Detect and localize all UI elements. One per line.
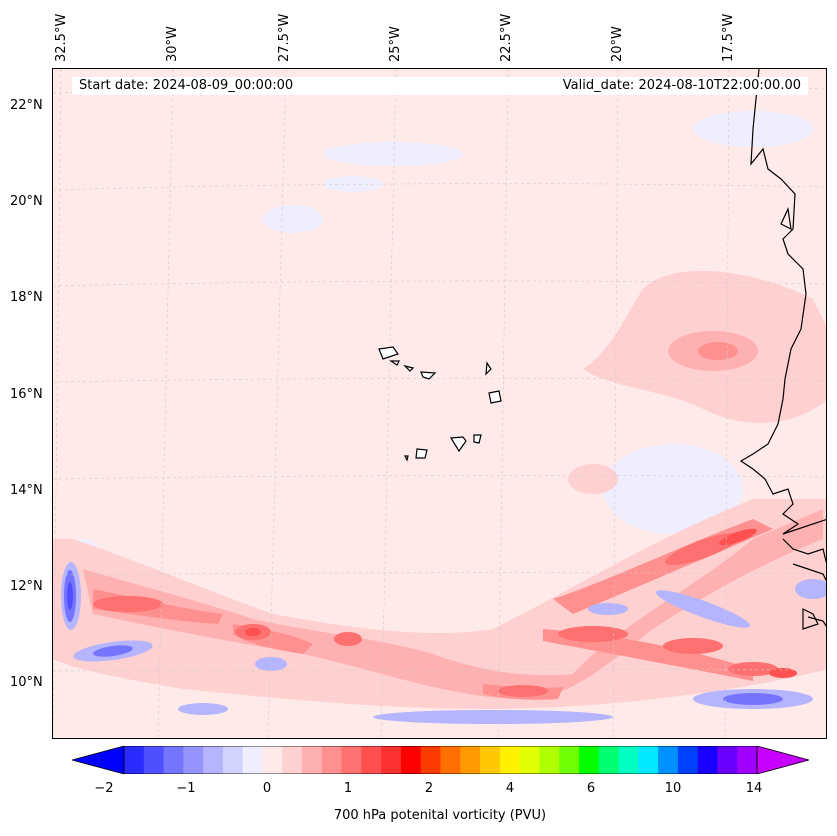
colorbar-segment: [163, 746, 184, 774]
colorbar-segment: [578, 746, 600, 774]
coastlines: [739, 69, 826, 630]
lon-label: 25°W: [388, 26, 403, 62]
colorbar-tick: −1: [176, 781, 196, 796]
colorbar-segment: [361, 746, 382, 774]
lat-label: 12°N: [10, 579, 43, 594]
colorbar-label: 700 hPa potenital vorticity (PVU): [333, 808, 547, 823]
colorbar-segment: [341, 746, 362, 774]
colorbar-segment: [618, 746, 639, 774]
colorbar-tick: 4: [505, 781, 515, 796]
start-date-label: Start date: 2024-08-09_00:00:00: [72, 77, 542, 95]
colorbar-tick: 2: [424, 781, 434, 796]
colorbar-segment: [499, 746, 521, 774]
lat-label: 16°N: [10, 387, 43, 402]
colorbar-segment: [677, 746, 699, 774]
valid-date-label: Valid_date: 2024-08-10T22:00:00.00: [542, 77, 808, 95]
colorbar-segment: [638, 746, 659, 774]
colorbar-segment: [282, 746, 303, 774]
colorbar-segment: [737, 746, 758, 774]
colorbar-segment: [658, 746, 679, 774]
lon-label: 17.5°W: [721, 13, 736, 62]
colorbar-segment: [262, 746, 283, 774]
colorbar-tick: 1: [343, 781, 353, 796]
lat-label: 10°N: [10, 675, 43, 690]
colorbar-segment: [400, 746, 422, 774]
colorbar-segment: [539, 746, 560, 774]
colorbar-segment: [440, 746, 461, 774]
lat-label: 20°N: [10, 194, 43, 209]
colorbar-segment: [302, 746, 323, 774]
lat-label: 18°N: [10, 290, 43, 305]
colorbar-tick: 14: [745, 781, 763, 796]
lat-label: 22°N: [10, 98, 43, 113]
colorbar-segment: [598, 746, 620, 774]
colorbar-extend-min: [72, 746, 125, 774]
colorbar-outline: [123, 746, 758, 774]
colorbar-segment: [143, 746, 165, 774]
colorbar-segment: [697, 746, 718, 774]
graticule: [53, 69, 826, 738]
colorbar-segment: [183, 746, 204, 774]
colorbar-segment: [519, 746, 540, 774]
colorbar-segment: [420, 746, 441, 774]
colorbar-segment: [559, 746, 580, 774]
pv-contour-map: [53, 69, 826, 738]
lon-label: 27.5°W: [277, 13, 292, 62]
colorbar-segment: [203, 746, 224, 774]
lon-label: 22.5°W: [499, 13, 514, 62]
lon-label: 30°W: [165, 26, 180, 62]
colorbar-segment: [321, 746, 343, 774]
colorbar-segment: [381, 746, 402, 774]
colorbar-segment: [460, 746, 481, 774]
colorbar-segment: [480, 746, 501, 774]
colorbar: [72, 746, 809, 774]
colorbar-tick: 10: [664, 781, 682, 796]
cape-verde-islands: [378, 346, 502, 462]
lon-label: 20°W: [610, 26, 625, 62]
colorbar-segment: [717, 746, 738, 774]
colorbar-tick: 0: [262, 781, 272, 796]
colorbar-segment: [242, 746, 263, 774]
colorbar-extend-max: [756, 746, 809, 774]
colorbar-segment: [222, 746, 244, 774]
colorbar-tick: −2: [94, 781, 114, 796]
colorbar-tick: 6: [586, 781, 596, 796]
lat-label: 14°N: [10, 483, 43, 498]
lon-label: 32.5°W: [54, 13, 69, 62]
colorbar-segment: [124, 746, 145, 774]
map-panel: [52, 68, 827, 739]
